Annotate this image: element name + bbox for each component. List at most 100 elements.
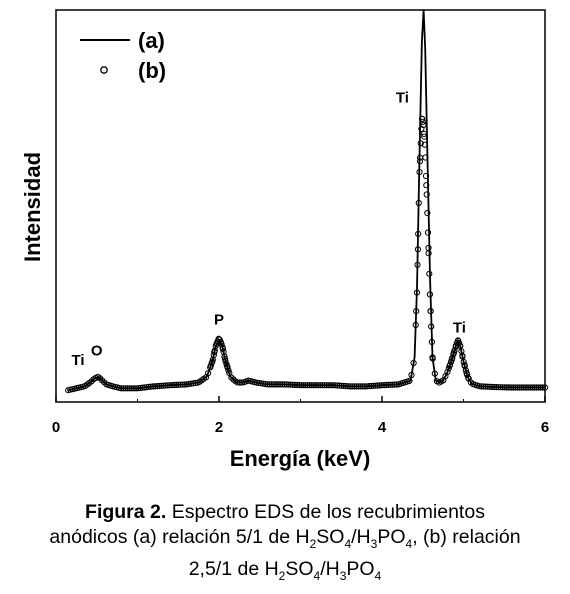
series-b-point [207,362,214,369]
series-b-point [406,377,413,384]
series-b-point [416,158,424,165]
series-b-point [152,383,159,390]
series-b-point [255,379,262,387]
series-b-point [425,250,432,257]
series-b-point [458,348,465,355]
series-b-point [372,382,379,389]
series-b-point [185,380,193,388]
x-tick-label: 6 [541,419,549,436]
series-b-point [503,384,510,391]
y-axis-label: Intensidad [20,152,45,262]
series-b-point [361,383,368,390]
series-b-point [389,381,396,388]
series-b-point [215,335,222,342]
series-b-point [359,383,366,390]
series-b-point [420,121,427,129]
series-b-point [268,381,275,388]
x-tick-label: 2 [215,419,223,436]
series-b-point [452,343,459,350]
series-b-point [497,384,504,391]
series-b-point [310,382,318,389]
series-b-point [484,383,491,390]
series-b-point [428,338,435,346]
series-b-point [171,381,178,389]
peak-label: Ti [71,352,84,369]
series-b-point [308,382,315,389]
caption-text: , (b) relación [412,526,521,548]
series-b-point [279,381,286,388]
series-b-point [486,383,493,390]
series-b-point [460,358,467,365]
series-b-point [368,382,375,390]
series-b-point [315,382,322,389]
series-b-point [514,384,521,391]
series-b-point [429,354,436,361]
series-b-point [300,382,307,389]
series-b-point [124,385,131,392]
series-b-point [524,384,532,391]
axes: 0 2 4 6 Energía (keV) Intensidad [20,9,549,471]
series-b-point [366,383,373,390]
series-b-point [351,383,358,390]
series-b-point [522,384,530,391]
series-b-point [464,371,471,378]
series-b-point [421,130,428,137]
caption-text: anódicos (a) relación 5/1 de H [49,526,310,548]
series-b-point [353,383,360,390]
series-b-point [408,371,415,379]
peak-label: O [91,342,103,359]
caption-line-1: Figura 2. Espectro EDS de los recubrimie… [0,500,570,525]
series-b-point [533,384,540,391]
series-b-point [423,191,430,198]
series-b-point [128,385,135,392]
series-b-point [175,381,182,388]
series-b-point [143,384,150,391]
series-b-point [380,382,388,389]
series-b-point [421,141,428,148]
series-b-point [387,381,394,388]
series-b-point [340,382,347,389]
legend-label-a: (a) [138,28,165,53]
series-b-point [512,384,519,391]
series-b-point [264,381,271,388]
series-b-point [164,382,171,389]
x-tick-label: 0 [52,419,60,436]
series-b-point [181,381,188,388]
series-b-point [431,370,438,377]
series-b-point [444,368,451,375]
series-b-point [332,382,339,389]
x-axis-label: Energía (keV) [230,446,371,471]
series-b-point [412,321,419,329]
series-b-point [179,381,186,388]
series-b-point [527,384,534,391]
series-b-point [419,115,426,123]
series-b-point [173,381,180,388]
series-b-point [298,382,305,389]
series-b-point [218,341,225,348]
series-b-point [529,384,536,391]
series-b-point [424,209,431,217]
legend-circle-marker [100,66,108,74]
caption-text: /H [351,526,371,548]
series-b-point [422,172,430,180]
series-b-point [162,382,169,389]
series-b-point [205,370,212,377]
series-b-point [427,308,434,315]
series-b-point [283,381,290,388]
series-b-point [274,381,282,388]
plot-frame [55,9,546,403]
series-b-point [413,289,420,296]
series-b-point [449,354,456,362]
subscript: 3 [339,568,347,583]
series-b-point [374,382,381,389]
series-b-point [158,382,165,389]
series-b-point [451,347,458,354]
series-b-point [325,382,332,389]
series-b-point [192,379,199,387]
legend: (a) (b) [80,28,166,83]
caption-text: SO [316,526,345,548]
series-b-point [459,353,466,360]
series-b-point [488,383,496,390]
series-b-point [355,383,362,390]
series-b-point [448,358,455,365]
